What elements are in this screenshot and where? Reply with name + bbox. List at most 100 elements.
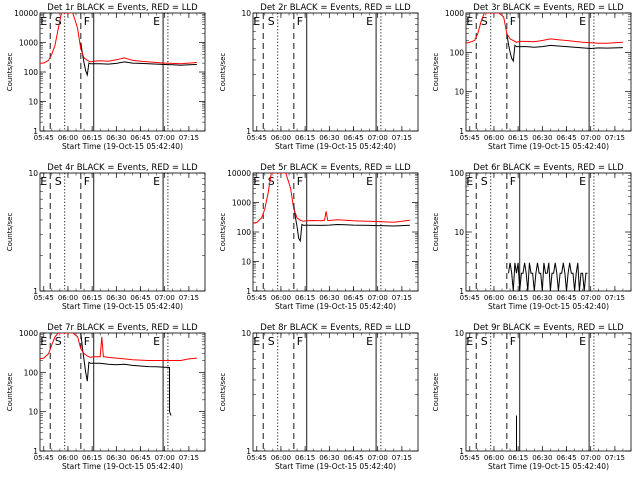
chart-title: Det 1r BLACK = Events, RED = LLD [47, 3, 198, 13]
x-tick-label: 06:15 [508, 134, 528, 142]
marker-label: E [40, 175, 47, 188]
x-tick-label: 06:45 [130, 454, 150, 462]
x-tick-label: 07:00 [581, 454, 601, 462]
x-tick-label: 06:30 [532, 294, 552, 302]
x-tick-label: 06:00 [484, 294, 504, 302]
x-tick-label: 06:15 [508, 294, 528, 302]
marker-label: S [55, 175, 62, 188]
panel-det-2: Det 2r BLACK = Events, RED = LLD 1 10 Count… [219, 3, 419, 151]
x-tick-label: 06:15 [295, 134, 315, 142]
x-axis-label: Start Time (19-Oct-15 05:42:40) [62, 142, 183, 151]
x-tick-label: 06:00 [58, 454, 78, 462]
marker-label: S [268, 335, 275, 348]
marker-label: E [253, 15, 260, 28]
panel-det-8: Det 8r BLACK = Events, RED = LLD 1 10 Count… [219, 323, 419, 471]
marker-label: F [84, 15, 90, 28]
x-tick-label: 06:30 [532, 454, 552, 462]
marker-label: E [466, 175, 473, 188]
y-tick-label: 10 [454, 329, 464, 338]
marker-label: E [253, 175, 260, 188]
y-tick-label: 1 [246, 127, 251, 136]
y-tick-label: 1 [459, 127, 464, 136]
x-tick-label: 07:15 [179, 294, 199, 302]
x-tick-label: 06:00 [271, 134, 291, 142]
y-tick-label: 100 [24, 368, 39, 377]
y-tick-label: 10 [241, 329, 251, 338]
y-axis-label: Counts/sec [6, 373, 14, 412]
x-tick-label: 07:15 [392, 294, 412, 302]
series-line-events [80, 42, 197, 77]
x-axis-label: Start Time (19-Oct-15 05:42:40) [488, 142, 609, 151]
marker-label: F [297, 175, 303, 188]
marker-label: F [84, 335, 90, 348]
plot-frame [39, 172, 206, 292]
marker-label: F [510, 15, 516, 28]
y-tick-label: 10 [454, 88, 464, 97]
x-tick-label: 07:00 [155, 134, 175, 142]
x-tick-label: 06:45 [343, 454, 363, 462]
x-tick-label: 06:45 [343, 134, 363, 142]
y-tick-label: 10 [241, 9, 251, 18]
x-tick-label: 06:30 [106, 134, 126, 142]
marker-label: S [55, 335, 62, 348]
marker-label: E [366, 335, 373, 348]
marker-label: E [366, 15, 373, 28]
x-axis-label: Start Time (19-Oct-15 05:42:40) [275, 142, 396, 151]
chart-title: Det 5r BLACK = Events, RED = LLD [260, 163, 411, 173]
plot-frame [465, 12, 632, 132]
x-tick-label: 05:45 [247, 454, 267, 462]
x-tick-label: 06:00 [58, 294, 78, 302]
x-tick-label: 05:45 [460, 454, 480, 462]
y-axis-label: Counts/sec [6, 53, 14, 92]
x-tick-label: 07:00 [368, 454, 388, 462]
marker-label: E [466, 15, 473, 28]
series-line-lld [40, 13, 197, 65]
marker-label: S [268, 175, 275, 188]
y-tick-label: 100 [450, 169, 465, 178]
x-tick-label: 05:45 [34, 454, 54, 462]
marker-label: E [153, 15, 160, 28]
x-axis-label: Start Time (19-Oct-15 05:42:40) [275, 302, 396, 311]
x-tick-label: 06:30 [319, 294, 339, 302]
marker-label: E [579, 175, 586, 188]
panel-det-6: Det 6r BLACK = Events, RED = LLD 1 10 100 Co… [432, 163, 632, 311]
chart-title: Det 4r BLACK = Events, RED = LLD [47, 163, 198, 173]
y-axis-label: Counts/sec [219, 53, 227, 92]
plot-frame [465, 332, 632, 452]
panel-det-7: Det 7r BLACK = Events, RED = LLD 1 10 100 10… [6, 323, 206, 471]
x-tick-label: 07:00 [368, 134, 388, 142]
x-tick-label: 05:45 [34, 134, 54, 142]
plot-frame [252, 12, 419, 132]
y-tick-label: 10 [454, 228, 464, 237]
marker-label: E [253, 335, 260, 348]
marker-label: E [579, 335, 586, 348]
panel-det-4: Det 4r BLACK = Events, RED = LLD 1 10 Count… [6, 163, 206, 311]
y-tick-label: 1 [246, 287, 251, 296]
series-line-events [508, 262, 588, 291]
y-tick-label: 1 [459, 447, 464, 456]
x-tick-label: 06:30 [319, 454, 339, 462]
x-axis-label: Start Time (19-Oct-15 05:42:40) [62, 302, 183, 311]
y-axis-label: Counts/sec [219, 373, 227, 412]
x-tick-label: 06:30 [319, 134, 339, 142]
marker-label: E [366, 175, 373, 188]
x-tick-label: 06:15 [295, 294, 315, 302]
y-tick-label: 1000 [19, 39, 38, 48]
marker-label: F [84, 175, 90, 188]
x-tick-label: 06:45 [556, 294, 576, 302]
y-tick-label: 10 [28, 408, 38, 417]
marker-label: E [153, 335, 160, 348]
x-axis-label: Start Time (19-Oct-15 05:42:40) [62, 462, 183, 471]
series-line-events [80, 333, 172, 416]
x-tick-label: 06:45 [343, 294, 363, 302]
marker-label: E [40, 15, 47, 28]
x-tick-label: 07:15 [605, 454, 625, 462]
x-tick-label: 05:45 [247, 134, 267, 142]
marker-label: F [510, 335, 516, 348]
x-tick-label: 05:45 [34, 294, 54, 302]
x-tick-label: 07:00 [581, 134, 601, 142]
y-tick-label: 10 [28, 98, 38, 107]
marker-label: F [297, 335, 303, 348]
y-tick-label: 1 [33, 447, 38, 456]
x-tick-label: 07:15 [392, 454, 412, 462]
